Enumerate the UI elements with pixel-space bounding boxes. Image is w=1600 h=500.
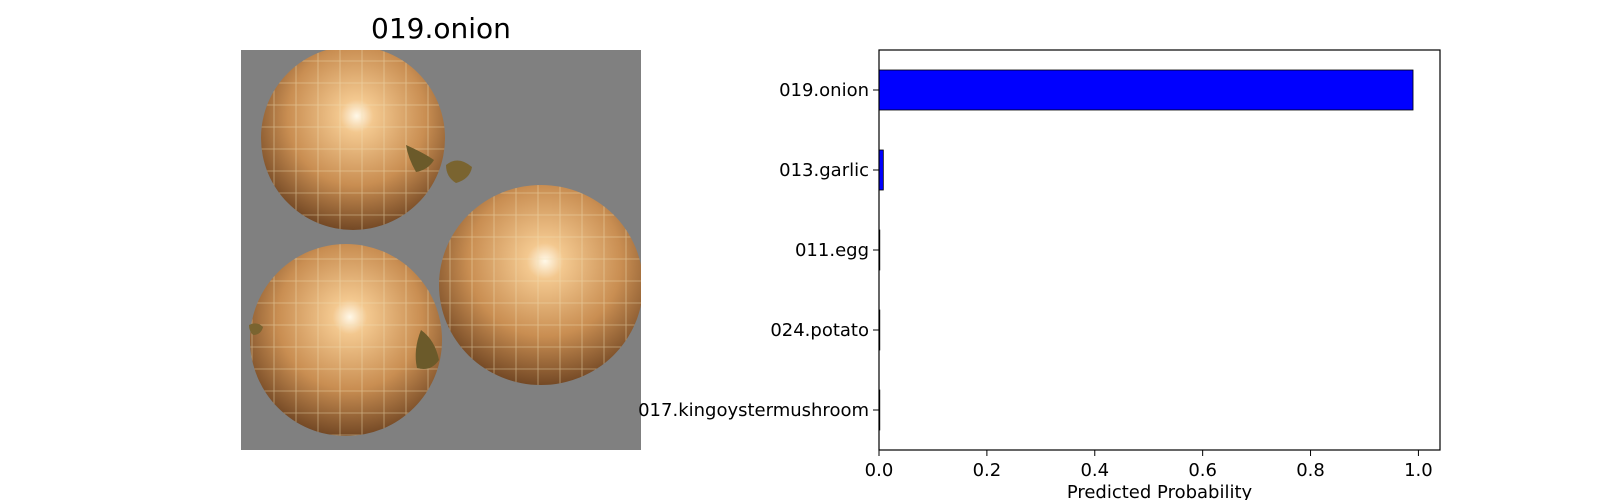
y-axis: 019.onion 013.garlic 011.egg 024.potato 017.… xyxy=(638,80,879,421)
image-title: 019.onion xyxy=(371,12,511,45)
y-tick-label: 017.kingoystermushroom xyxy=(638,400,869,421)
x-tick-label: 0.6 xyxy=(1188,460,1217,481)
onion-bottom-left xyxy=(249,244,442,436)
y-tick-label: 013.garlic xyxy=(779,160,869,181)
x-tick-label: 0.4 xyxy=(1080,460,1109,481)
onion-right xyxy=(439,160,643,385)
x-tick-label: 1.0 xyxy=(1404,460,1433,481)
onion-photo xyxy=(241,46,643,450)
y-tick-label: 024.potato xyxy=(770,320,869,341)
y-tick-label: 011.egg xyxy=(795,240,869,261)
x-tick-label: 0.2 xyxy=(973,460,1002,481)
bars-layer xyxy=(878,69,1414,431)
x-tick-label: 0.8 xyxy=(1296,460,1325,481)
bar-1 xyxy=(878,149,884,191)
onion-top-left xyxy=(261,46,445,230)
x-axis: 0.0 0.2 0.4 0.6 0.8 1.0 xyxy=(865,450,1433,481)
x-axis-label: Predicted Probability xyxy=(1067,482,1253,500)
y-tick-label: 019.onion xyxy=(779,80,869,101)
x-tick-label: 0.0 xyxy=(865,460,894,481)
bar-0 xyxy=(878,69,1414,111)
